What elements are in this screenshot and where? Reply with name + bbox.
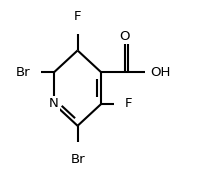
Text: F: F [74, 10, 81, 23]
Text: F: F [125, 97, 132, 110]
Text: Br: Br [16, 66, 30, 79]
Text: Br: Br [70, 153, 85, 166]
Text: N: N [49, 97, 59, 110]
Text: O: O [120, 30, 130, 43]
Text: OH: OH [150, 66, 171, 79]
